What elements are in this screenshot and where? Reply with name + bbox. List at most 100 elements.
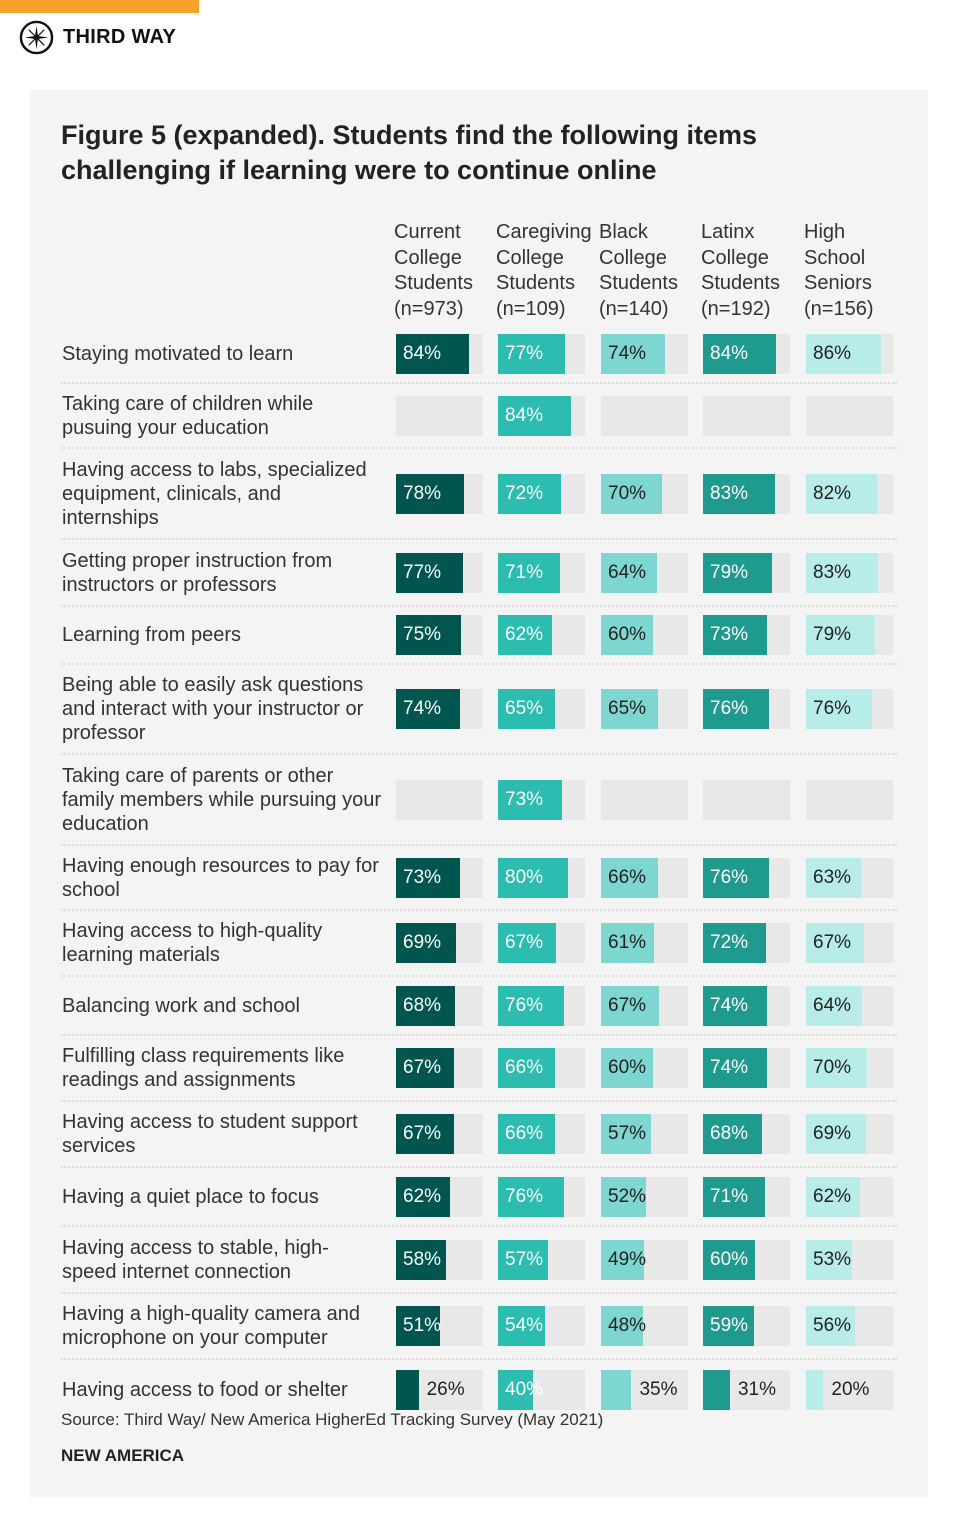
data-label: 52% [608, 1185, 647, 1207]
bar-track: 49% [601, 1239, 688, 1280]
bar-track: 84% [396, 333, 483, 374]
bar-track: 66% [498, 1114, 585, 1154]
row-label: Fulfilling class requirements like readi… [62, 1045, 345, 1091]
data-label: 60% [608, 1057, 647, 1078]
data-label: 67% [608, 994, 647, 1016]
data-label: 20% [831, 1379, 870, 1400]
row-label: Having a high-quality camera and microph… [62, 1303, 360, 1349]
bar-track: 64% [601, 552, 688, 593]
bar-track [601, 779, 688, 820]
data-label: 74% [403, 698, 442, 719]
bar [396, 689, 461, 729]
bar-track: 74% [703, 985, 790, 1026]
bar-track: 58% [396, 1239, 483, 1280]
column-header-line: (n=140) [599, 297, 669, 320]
bar [703, 689, 770, 729]
row-label: Having access to food or shelter [62, 1379, 348, 1401]
data-label: 76% [710, 866, 749, 888]
column-header-line: Black [599, 221, 648, 243]
column-header-line: (n=973) [394, 297, 464, 320]
bar-track: 75% [396, 615, 483, 655]
chart-rows: Staying motivated to learn 84% 77% 74% 84% 86… [61, 325, 897, 1420]
table-row: Staying motivated to learn 84% 77% 74% 84% 86… [61, 325, 897, 384]
data-label: 77% [403, 561, 442, 583]
row-label: Having a quiet place to focus [62, 1185, 319, 1208]
bar [601, 857, 659, 898]
data-label: 62% [813, 1185, 852, 1207]
bar-track: 76% [498, 985, 585, 1026]
data-label: 74% [608, 342, 647, 364]
bar [806, 1114, 867, 1154]
data-label: 76% [505, 1185, 544, 1207]
bar [396, 1239, 447, 1280]
bar [498, 615, 552, 655]
bar [806, 552, 879, 593]
bar [703, 552, 772, 593]
bar [601, 552, 657, 593]
bar-track: 63% [806, 857, 893, 898]
bar [498, 985, 565, 1026]
data-label: 76% [505, 994, 544, 1016]
bar-track: 68% [396, 985, 483, 1026]
bar [396, 1370, 419, 1410]
bar [396, 615, 462, 655]
bar-track: 72% [703, 923, 790, 963]
bar-track: 86% [806, 333, 893, 374]
bar-track: 60% [601, 615, 688, 655]
data-label: 58% [403, 1248, 442, 1270]
row-label: Learning from peers [62, 624, 241, 646]
data-label: 73% [505, 788, 544, 810]
bar-track: 67% [396, 1114, 483, 1154]
third-way-logo: THIRD WAY [19, 20, 176, 55]
column-header: High School Seniors (n=156) [804, 220, 904, 322]
column-header-line: Seniors [804, 272, 872, 294]
bar [806, 923, 865, 963]
bar-track: 65% [498, 689, 585, 729]
data-label: 64% [608, 561, 647, 583]
bar-track: 74% [396, 689, 483, 729]
compass-icon [19, 20, 54, 55]
data-label: 70% [813, 1057, 852, 1078]
bar-track: 73% [396, 857, 483, 898]
data-label: 84% [505, 404, 544, 426]
bar-track: 79% [806, 615, 893, 655]
bar [703, 1176, 765, 1217]
data-label: 72% [710, 932, 749, 953]
bar-track: 70% [601, 473, 688, 514]
data-label: 74% [710, 1057, 749, 1078]
bar-track: 26% [396, 1370, 483, 1410]
bar [806, 1048, 867, 1088]
bar-track: 64% [806, 985, 893, 1026]
column-header: Black College Students (n=140) [599, 220, 699, 322]
bar-track [806, 779, 893, 820]
row-label: Having access to high-quality learning m… [62, 920, 323, 966]
column-header-line: (n=192) [701, 297, 771, 320]
bar-track: 51% [396, 1306, 483, 1346]
bar [806, 473, 878, 514]
column-header-line: College [701, 246, 769, 269]
data-label: 62% [403, 1185, 442, 1207]
data-label: 56% [813, 1315, 852, 1336]
bar-track: 60% [601, 1048, 688, 1088]
table-row: Having a high-quality camera and microph… [61, 1294, 897, 1360]
column-header-line: High [804, 221, 846, 243]
bar-track [396, 395, 483, 436]
bar-track: 76% [806, 689, 893, 729]
data-label: 62% [505, 624, 544, 645]
bar-track: 77% [396, 552, 483, 593]
row-label: Getting proper instruction from instruct… [62, 549, 333, 596]
column-header: Current College Students (n=973) [394, 220, 494, 322]
bar-track: 35% [601, 1370, 688, 1410]
bar [498, 395, 572, 436]
bar-track: 62% [498, 615, 585, 655]
bar [396, 857, 460, 898]
row-label: Having access to stable, high-speed inte… [62, 1236, 329, 1283]
data-label: 69% [813, 1123, 852, 1144]
data-label: 59% [710, 1315, 749, 1336]
row-label: Having access to student support service… [62, 1111, 358, 1157]
data-label: 67% [505, 932, 544, 953]
bar [396, 552, 463, 593]
bar [601, 333, 666, 374]
bar-track: 76% [703, 857, 790, 898]
bar [703, 333, 777, 374]
